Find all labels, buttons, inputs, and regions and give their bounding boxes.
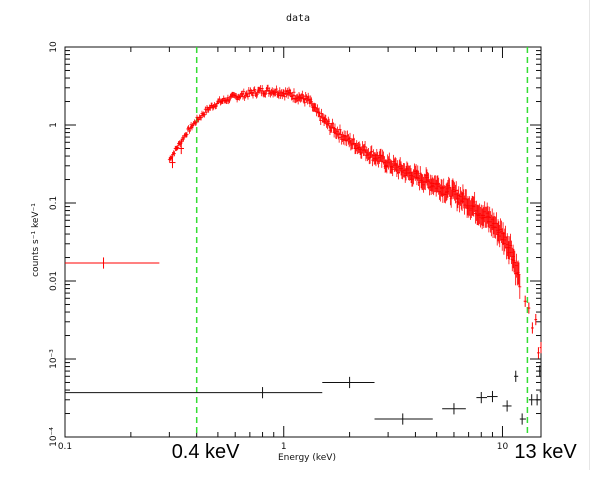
energy-marker-label: 0.4 keV [172, 441, 240, 463]
x-tick-label: 1 [281, 442, 287, 452]
x-tick-label: 0.1 [58, 442, 72, 452]
y-tick-label: 10⁻³ [49, 349, 59, 369]
energy-marker-label: 13 keV [514, 441, 577, 463]
y-tick-label: 0.1 [49, 196, 59, 210]
chart-title: data [286, 13, 310, 24]
y-axis-label: counts s⁻¹ keV⁻¹ [31, 203, 41, 277]
plot-frame [64, 46, 542, 438]
y-tick-label: 10⁻⁴ [49, 427, 59, 447]
y-tick-label: 10 [49, 41, 59, 53]
x-tick-label: 10 [497, 442, 509, 452]
y-tick-label: 1 [49, 122, 59, 128]
x-axis-label: Energy (keV) [278, 453, 336, 463]
y-tick-label: 0.01 [49, 271, 59, 291]
right-border-line [589, 0, 590, 470]
